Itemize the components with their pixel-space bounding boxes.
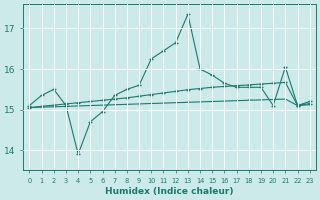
X-axis label: Humidex (Indice chaleur): Humidex (Indice chaleur) bbox=[105, 187, 234, 196]
